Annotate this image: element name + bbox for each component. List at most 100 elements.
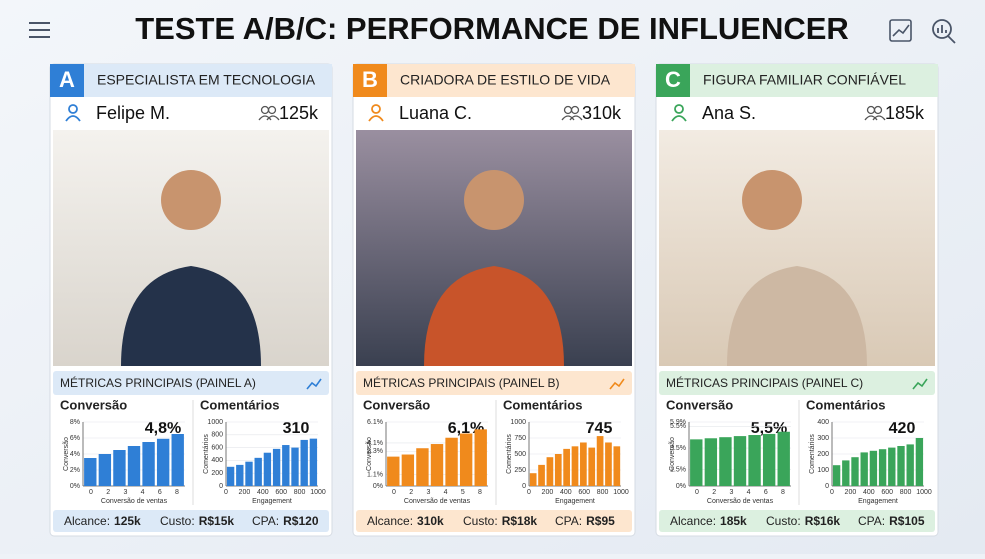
photo-person-head — [464, 170, 524, 230]
influencer-name: Ana S. — [702, 103, 756, 123]
bar — [127, 446, 141, 486]
bar — [387, 456, 400, 486]
metrics-title: MÉTRICAS PRINCIPAIS (PAINEL C) — [666, 375, 863, 390]
search-icon[interactable] — [932, 19, 956, 44]
y-tick-label: 3.5% — [670, 445, 686, 452]
x-tick-label: 3 — [426, 489, 430, 496]
x-tick-label: 4 — [141, 489, 145, 496]
x-tick-label: 2 — [712, 489, 716, 496]
y-tick-label: 0 — [219, 483, 223, 490]
bar — [580, 442, 587, 486]
chart-title: Comentários — [200, 397, 279, 412]
chart-big-label: 4,8% — [145, 420, 181, 437]
bar — [300, 439, 308, 486]
metrics-title: MÉTRICAS PRINCIPAIS (PAINEL A) — [60, 375, 256, 390]
bar — [236, 464, 244, 486]
bar — [704, 438, 718, 486]
panel-header — [656, 64, 938, 97]
followers-icon-head — [267, 105, 277, 115]
y-tick-label: 0 — [522, 483, 526, 490]
bar — [401, 454, 415, 486]
bar — [263, 452, 272, 486]
y-axis-label: Conversão — [366, 437, 373, 471]
footer-value: 185k — [720, 514, 747, 528]
x-tick-label: 1000 — [310, 489, 326, 496]
footer-label: CPA: — [858, 514, 885, 528]
y-tick-label: 100 — [817, 467, 829, 474]
y-tick-label: 4.1% — [367, 440, 383, 447]
bar — [430, 444, 444, 486]
y-tick-label: 250 — [514, 467, 526, 474]
footer-value: R$105 — [889, 514, 925, 528]
footer-label: Custo: — [766, 514, 801, 528]
bar — [762, 433, 776, 486]
menu-icon[interactable] — [29, 22, 50, 38]
chart-title: Conversão — [363, 397, 430, 412]
x-tick-label: 0 — [89, 489, 93, 496]
footer-metric: Custo: R$18k — [463, 514, 537, 528]
bar — [897, 446, 905, 486]
bar — [613, 446, 621, 486]
y-tick-label: 0% — [70, 483, 80, 490]
x-tick-label: 5 — [461, 489, 465, 496]
y-tick-label: 5.9% — [670, 419, 686, 426]
bar — [571, 446, 579, 486]
panel-letter-box — [353, 64, 387, 97]
y-axis-label: Conversão — [63, 437, 70, 471]
bar — [171, 434, 184, 486]
y-tick-label: 3.3% — [367, 448, 383, 455]
bar — [748, 435, 761, 486]
photo-person-head — [161, 170, 221, 230]
bar — [445, 437, 458, 486]
bar — [832, 465, 841, 486]
followers-count: 125k — [279, 103, 319, 123]
panel-category: ESPECIALISTA EM TECNOLOGIA — [97, 72, 316, 88]
y-tick-label: 0% — [373, 483, 383, 490]
metrics-bar — [53, 371, 329, 395]
footer-value: 310k — [417, 514, 444, 528]
bar — [459, 433, 473, 486]
footer-value: R$95 — [586, 514, 615, 528]
photo-person-body — [424, 266, 564, 366]
bar — [282, 445, 290, 486]
bar — [416, 448, 429, 486]
y-tick-label: 800 — [211, 432, 223, 439]
bar — [98, 454, 112, 486]
x-tick-label: 0 — [224, 489, 228, 496]
followers-icon-head — [570, 105, 580, 115]
x-tick-label: 2 — [106, 489, 110, 496]
footer-metric: Custo: R$16k — [766, 514, 840, 528]
x-tick-label: 3 — [123, 489, 127, 496]
bar — [546, 457, 554, 486]
bar — [254, 457, 262, 486]
y-tick-label: 4% — [70, 451, 80, 458]
panel-category: CRIADORA DE ESTILO DE VIDA — [400, 72, 611, 88]
followers-icon — [864, 105, 886, 121]
followers-count: 185k — [885, 103, 925, 123]
footer-label: CPA: — [252, 514, 279, 528]
chart-icon[interactable] — [889, 19, 912, 42]
x-tick-label: 6 — [158, 489, 162, 496]
bar — [888, 447, 896, 486]
footer-label: Alcance: — [367, 514, 413, 528]
bar — [842, 460, 850, 486]
y-tick-label: 5.5% — [670, 423, 686, 430]
footer-value: R$16k — [805, 514, 841, 528]
followers-icon-body — [258, 115, 280, 121]
influencer-name: Luana C. — [399, 103, 472, 123]
user-icon-head — [371, 104, 381, 114]
x-axis-label: Engagement — [858, 498, 898, 505]
user-icon — [368, 104, 384, 122]
user-icon-body — [368, 115, 384, 122]
y-tick-label: 0% — [676, 483, 686, 490]
footer-label: Alcance: — [64, 514, 110, 528]
chart-title: Conversão — [666, 397, 733, 412]
x-tick-label: 400 — [863, 489, 875, 496]
user-icon — [65, 104, 81, 122]
footer-metric: CPA: R$105 — [858, 514, 925, 528]
x-tick-label: 8 — [781, 489, 785, 496]
bar — [245, 461, 253, 486]
x-tick-label: 3 — [729, 489, 733, 496]
bar — [156, 438, 170, 486]
